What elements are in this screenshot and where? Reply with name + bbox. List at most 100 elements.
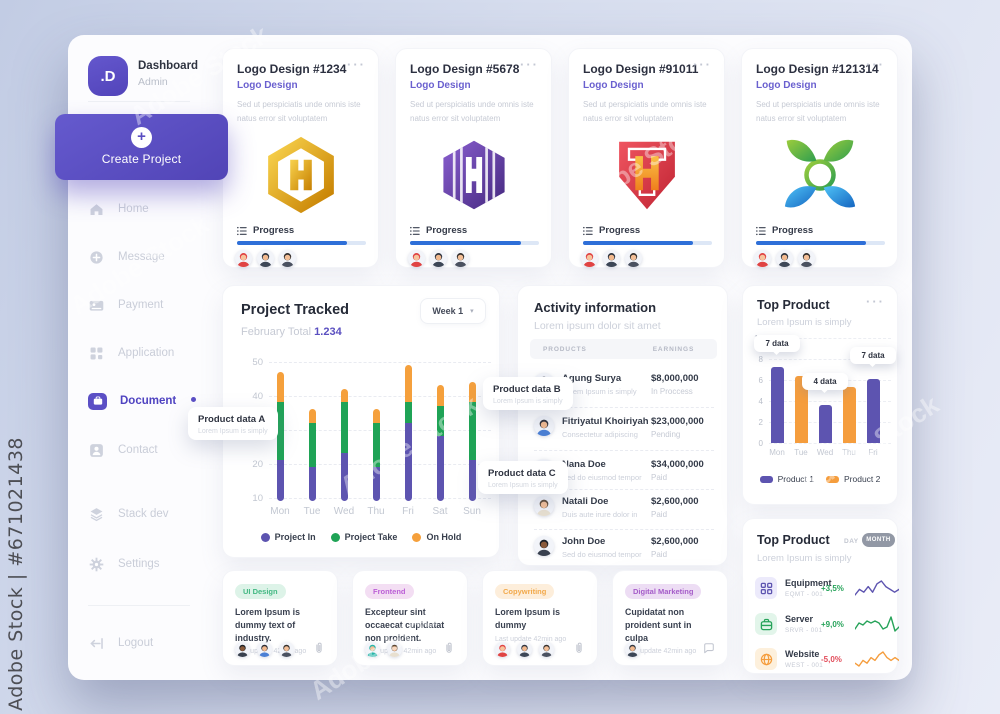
- avatar: [798, 250, 815, 267]
- activity-row: Fitriyatul Khoiriyah Consectetur adipisci…: [534, 415, 714, 445]
- section-title: Top Product: [757, 298, 830, 312]
- sidebar-label: Contact: [118, 444, 158, 456]
- avatar: [517, 642, 532, 657]
- section-subtitle: Lorem ipsum dolor sit amet: [534, 320, 661, 332]
- paperclip-icon[interactable]: [313, 641, 325, 653]
- list-icon: [237, 226, 247, 235]
- sidebar-label: Application: [118, 347, 175, 359]
- paperclip-icon[interactable]: [443, 641, 455, 653]
- more-menu-icon[interactable]: ···: [693, 57, 712, 72]
- data-label-bubble: 7 data: [754, 335, 800, 353]
- progress-bar: [756, 241, 885, 245]
- bar: [818, 405, 832, 443]
- progress-bar: [237, 241, 366, 245]
- project-card-3: Logo Design #91011 ··· Logo Design Sed u…: [568, 48, 725, 268]
- task-card-ui-design: UI Design Lorem Ipsum is dummy text of i…: [222, 570, 338, 666]
- sparkline: [855, 651, 899, 667]
- avatar: [452, 250, 469, 267]
- task-card-digital-marketing: Digital Marketing Cupidatat non proident…: [612, 570, 728, 666]
- red-shield-logo: [619, 141, 675, 210]
- sidebar-item-settings[interactable]: Settings: [88, 554, 204, 574]
- row-divider: [534, 529, 714, 530]
- column-products: PRODUCTS: [543, 345, 587, 353]
- progress-label: Progress: [426, 225, 468, 236]
- contact-icon: [88, 442, 105, 459]
- progress-label-row: Progress: [756, 225, 813, 236]
- app-logo: .D: [88, 56, 128, 96]
- avatar: [430, 250, 447, 267]
- paperclip-icon[interactable]: [573, 641, 585, 653]
- tag-badge: Frontend: [365, 584, 414, 599]
- sidebar-item-home[interactable]: Home: [88, 199, 204, 219]
- sidebar-label: Payment: [118, 299, 164, 311]
- top-product-list-card: Top Product DAY MONTH Lorem Ipsum is sim…: [742, 518, 899, 674]
- avatar: [603, 250, 620, 267]
- create-project-button[interactable]: + Create Project: [55, 114, 228, 180]
- home-icon: [88, 201, 105, 218]
- avatar: [387, 642, 402, 657]
- tooltip-product-data-b: Product data B Lorem Ipsum is simply: [483, 377, 573, 410]
- toggle-month[interactable]: MONTH: [862, 533, 895, 547]
- activity-row: John Doe Sed do eiusmod tempor $2,600,000…: [534, 535, 714, 565]
- sidebar-item-stack-dev[interactable]: Stack dev: [88, 504, 204, 524]
- avatar: [534, 496, 554, 516]
- project-card-description: Sed ut perspiciatis unde omnis iste natu…: [756, 100, 880, 123]
- tooltip-product-data-c: Product data C Lorem Ipsum is simply: [478, 461, 568, 494]
- project-card-title: Logo Design #5678: [410, 62, 520, 76]
- avatar: [279, 642, 294, 657]
- sidebar-item-payment[interactable]: Payment: [88, 295, 204, 315]
- brand-subtitle: Admin: [138, 76, 168, 88]
- tracked-legend: Project In Project Take On Hold: [223, 532, 499, 542]
- top-product-chart-card: Top Product ··· Lorem Ipsum is simply 10…: [742, 285, 898, 505]
- sidebar-label: Logout: [118, 637, 154, 649]
- logout-icon: [88, 635, 105, 652]
- list-icon: [583, 226, 593, 235]
- progress-label-row: Progress: [583, 225, 640, 236]
- avatar: [581, 250, 598, 267]
- task-updated: Last update 42min ago: [625, 648, 697, 656]
- more-menu-icon[interactable]: ···: [866, 294, 885, 309]
- avatar-group: [365, 642, 402, 657]
- avatar: [408, 250, 425, 267]
- avatar: [534, 416, 554, 436]
- avatar-group: [408, 250, 469, 267]
- progress-label: Progress: [772, 225, 814, 236]
- sidebar-item-logout[interactable]: Logout: [88, 633, 204, 653]
- project-card-title: Logo Design #1234: [237, 62, 347, 76]
- column-earnings: EARNINGS: [652, 345, 695, 353]
- avatar-group: [625, 642, 640, 657]
- sidebar-item-application[interactable]: Application: [88, 343, 204, 363]
- sidebar-item-document[interactable]: Document: [88, 391, 204, 411]
- tag-badge: UI Design: [235, 584, 286, 599]
- sidebar-item-message[interactable]: Message: [88, 247, 204, 267]
- sidebar-item-contact[interactable]: Contact: [88, 440, 204, 460]
- period-selector[interactable]: Week 1 ▾: [420, 298, 486, 324]
- avatar: [257, 250, 274, 267]
- purple-h-logo: [443, 140, 505, 210]
- task-text: Lorem Ipsum is dummy: [495, 607, 561, 630]
- more-menu-icon[interactable]: ···: [866, 57, 885, 72]
- more-menu-icon[interactable]: ···: [520, 57, 539, 72]
- sidebar-label: Home: [118, 203, 149, 215]
- data-label-bubble: 7 data: [850, 346, 896, 364]
- plus-icon: +: [131, 127, 152, 148]
- change-percent: -5,0%: [821, 655, 842, 664]
- sidebar-divider-bottom: [88, 605, 190, 606]
- stacked-bar: [276, 371, 284, 501]
- toggle-day[interactable]: DAY: [844, 538, 859, 545]
- tracked-plot: 5040302010MonTueWedThuFriSatSun: [243, 356, 493, 528]
- avatar-group: [581, 250, 642, 267]
- create-project-label: Create Project: [101, 152, 182, 166]
- tag-badge: Copywriting: [495, 584, 555, 599]
- progress-label: Progress: [253, 225, 295, 236]
- task-text: Excepteur sint occaecat cupidatat non pr…: [365, 607, 445, 643]
- more-menu-icon[interactable]: ···: [347, 57, 366, 72]
- gear-icon: [88, 556, 105, 573]
- data-label-bubble: 4 data: [802, 373, 848, 391]
- section-title: Activity information: [534, 300, 657, 315]
- chat-icon[interactable]: [703, 641, 715, 654]
- bar: [770, 367, 784, 443]
- avatar: [235, 642, 250, 657]
